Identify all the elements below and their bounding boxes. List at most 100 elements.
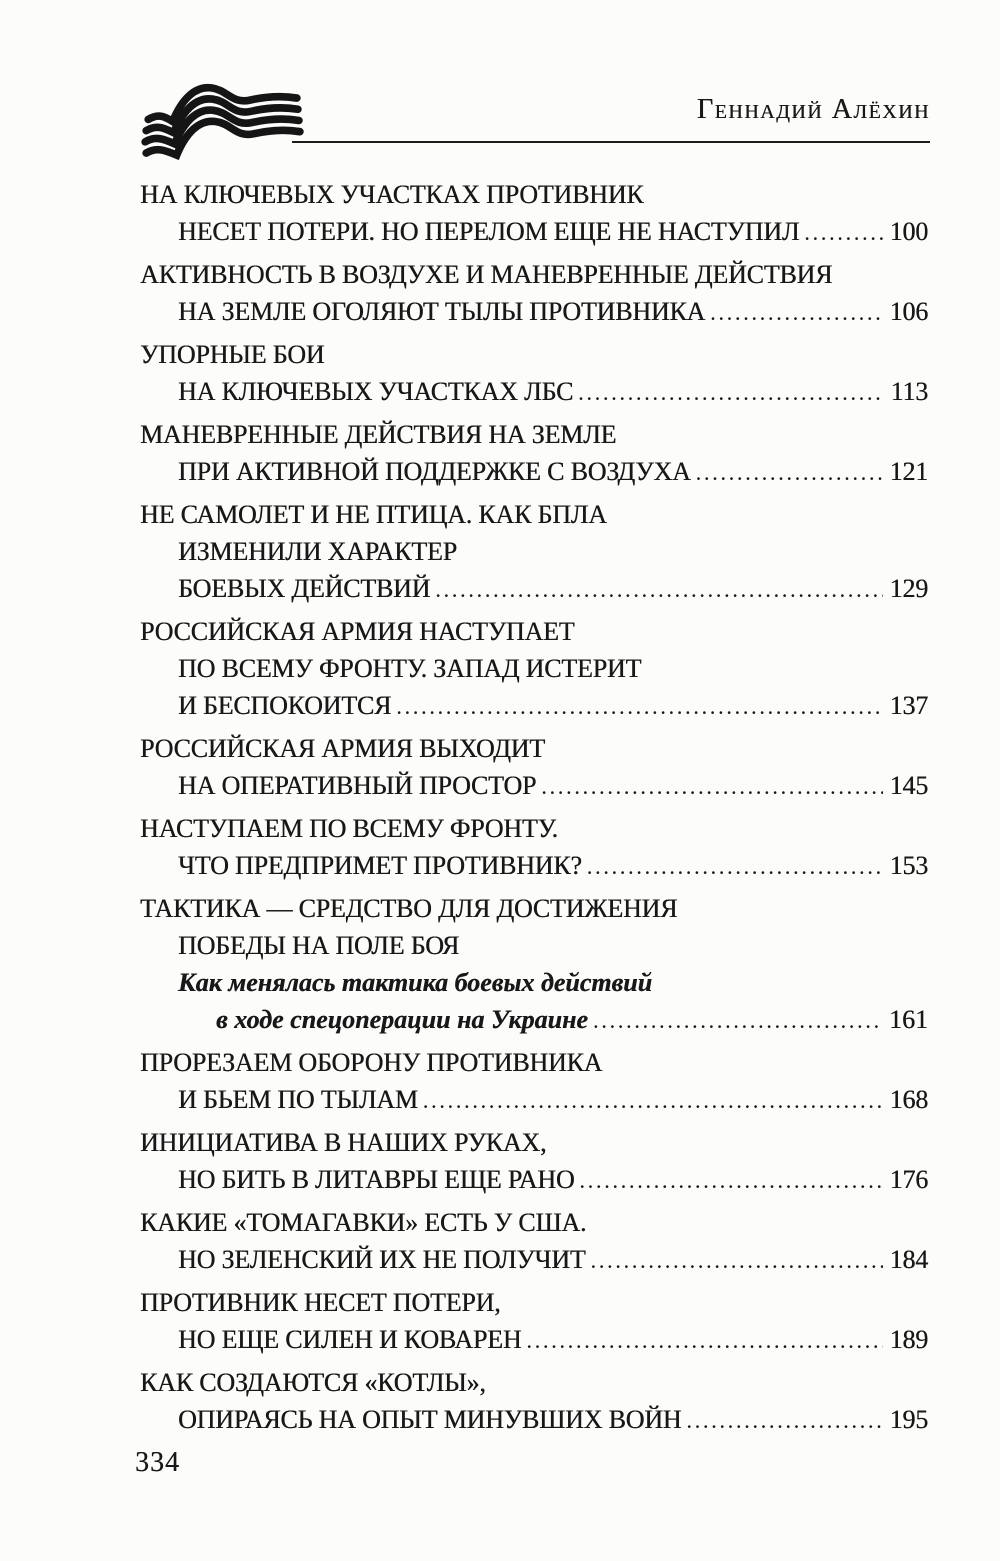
toc-entry: РОССИЙСКАЯ АРМИЯ ВЫХОДИТ НА ОПЕРАТИВНЫЙ П… — [140, 730, 928, 805]
toc-line-text: НА КЛЮЧЕВЫХ УЧАСТКАХ ПРОТИВНИК — [140, 180, 644, 209]
toc-entry: НЕ САМОЛЕТ И НЕ ПТИЦА. КАК БПЛА ИЗМЕНИЛИ … — [140, 496, 928, 608]
toc-line: НА ОПЕРАТИВНЫЙ ПРОСТОР 145 — [140, 767, 928, 805]
dot-leader — [710, 294, 882, 331]
dot-leader — [696, 454, 883, 491]
toc-page-ref: 189 — [889, 1325, 929, 1354]
toc-page-ref: 121 — [889, 457, 929, 486]
toc-line: ИЗМЕНИЛИ ХАРАКТЕР — [140, 533, 928, 570]
toc-line: ИНИЦИАТИВА В НАШИХ РУКАХ, — [140, 1124, 928, 1161]
toc-line: АКТИВНОСТЬ В ВОЗДУХЕ И МАНЕВРЕННЫЕ ДЕЙСТ… — [140, 256, 928, 293]
dot-leader — [578, 374, 883, 411]
toc-line: ПРОТИВНИК НЕСЕТ ПОТЕРИ, — [140, 1284, 928, 1321]
toc-line-text: РОССИЙСКАЯ АРМИЯ ВЫХОДИТ — [140, 734, 545, 763]
toc-entry: КАК СОЗДАЮТСЯ «КОТЛЫ», ОПИРАЯСЬ НА ОПЫТ М… — [140, 1364, 928, 1439]
toc-line-text: ИЗМЕНИЛИ ХАРАКТЕР — [178, 537, 457, 566]
toc-line: ЧТО ПРЕДПРИМЕТ ПРОТИВНИК? 153 — [140, 847, 928, 885]
toc-line-text: АКТИВНОСТЬ В ВОЗДУХЕ И МАНЕВРЕННЫЕ ДЕЙСТ… — [140, 260, 833, 289]
toc-line-text: ТАКТИКА — СРЕДСТВО ДЛЯ ДОСТИЖЕНИЯ — [140, 894, 678, 923]
toc-page-ref: 184 — [889, 1245, 929, 1274]
toc-line-text: НО БИТЬ В ЛИТАВРЫ ЕЩЕ РАНО — [178, 1165, 575, 1194]
toc-page-ref: 106 — [889, 297, 929, 326]
toc-line: ПОБЕДЫ НА ПОЛЕ БОЯ — [140, 927, 928, 964]
toc-line: в ходе спецоперации на Украине 161 — [140, 1001, 928, 1039]
toc-line-text: НА КЛЮЧЕВЫХ УЧАСТКАХ ЛБС — [178, 377, 574, 406]
toc-line: ПО ВСЕМУ ФРОНТУ. ЗАПАД ИСТЕРИТ — [140, 650, 928, 687]
toc-entry: ПРОТИВНИК НЕСЕТ ПОТЕРИ, НО ЕЩЕ СИЛЕН И КО… — [140, 1284, 928, 1359]
toc-line-text: БОЕВЫХ ДЕЙСТВИЙ — [178, 574, 431, 603]
toc-line: НО ЕЩЕ СИЛЕН И КОВАРЕН 189 — [140, 1321, 928, 1359]
toc-entry: НА КЛЮЧЕВЫХ УЧАСТКАХ ПРОТИВНИК НЕСЕТ ПОТЕ… — [140, 176, 928, 251]
toc-line: НА ЗЕМЛЕ ОГОЛЯЮТ ТЫЛЫ ПРОТИВНИКА 106 — [140, 293, 928, 331]
toc-line-text: МАНЕВРЕННЫЕ ДЕЙСТВИЯ НА ЗЕМЛЕ — [140, 420, 617, 449]
toc-line-text: ОПИРАЯСЬ НА ОПЫТ МИНУВШИХ ВОЙН — [178, 1405, 682, 1434]
toc-line: МАНЕВРЕННЫЕ ДЕЙСТВИЯ НА ЗЕМЛЕ — [140, 416, 928, 453]
toc-line: ПРОРЕЗАЕМ ОБОРОНУ ПРОТИВНИКА — [140, 1044, 928, 1081]
toc-line: ТАКТИКА — СРЕДСТВО ДЛЯ ДОСТИЖЕНИЯ — [140, 890, 928, 927]
toc-line-text: НО ЕЩЕ СИЛЕН И КОВАРЕН — [178, 1325, 522, 1354]
dot-leader — [591, 1242, 883, 1279]
toc-page-ref: 145 — [889, 771, 929, 800]
toc-entry: УПОРНЫЕ БОИ НА КЛЮЧЕВЫХ УЧАСТКАХ ЛБС 113 — [140, 336, 928, 411]
toc-page-ref: 113 — [890, 377, 929, 406]
toc-line: НА КЛЮЧЕВЫХ УЧАСТКАХ ПРОТИВНИК — [140, 176, 928, 213]
toc-line-text: ЧТО ПРЕДПРИМЕТ ПРОТИВНИК? — [178, 851, 582, 880]
toc-page-ref: 153 — [889, 851, 929, 880]
toc-line: КАК СОЗДАЮТСЯ «КОТЛЫ», — [140, 1364, 928, 1401]
dot-leader — [686, 1402, 882, 1439]
dot-leader — [435, 571, 882, 608]
toc-line: БОЕВЫХ ДЕЙСТВИЙ 129 — [140, 570, 928, 608]
toc-line-text: УПОРНЫЕ БОИ — [140, 340, 325, 369]
toc-line: НЕСЕТ ПОТЕРИ. НО ПЕРЕЛОМ ЕЩЕ НЕ НАСТУПИЛ… — [140, 213, 928, 251]
toc-page-ref: 168 — [889, 1085, 929, 1114]
toc-line-text: ПОБЕДЫ НА ПОЛЕ БОЯ — [178, 931, 460, 960]
dot-leader — [579, 1162, 882, 1199]
toc-line: НО ЗЕЛЕНСКИЙ ИХ НЕ ПОЛУЧИТ 184 — [140, 1241, 928, 1279]
toc-line: И БЕСПОКОИТСЯ 137 — [140, 687, 928, 725]
toc-line-text: КАК СОЗДАЮТСЯ «КОТЛЫ», — [140, 1368, 486, 1397]
toc-line-text: И БЕСПОКОИТСЯ — [178, 691, 392, 720]
toc-line-text: ПО ВСЕМУ ФРОНТУ. ЗАПАД ИСТЕРИТ — [178, 654, 642, 683]
toc-line: И БЬЕМ ПО ТЫЛАМ 168 — [140, 1081, 928, 1119]
dot-leader — [587, 848, 883, 885]
toc-line: РОССИЙСКАЯ АРМИЯ ВЫХОДИТ — [140, 730, 928, 767]
toc-line: НЕ САМОЛЕТ И НЕ ПТИЦА. КАК БПЛА — [140, 496, 928, 533]
toc-line: ПРИ АКТИВНОЙ ПОДДЕРЖКЕ С ВОЗДУХА 121 — [140, 453, 928, 491]
toc-entry: РОССИЙСКАЯ АРМИЯ НАСТУПАЕТ ПО ВСЕМУ ФРОНТ… — [140, 613, 928, 725]
toc-line-text: НЕ САМОЛЕТ И НЕ ПТИЦА. КАК БПЛА — [140, 500, 607, 529]
toc-line-text: И БЬЕМ ПО ТЫЛАМ — [178, 1085, 418, 1114]
toc-line-text: НА ЗЕМЛЕ ОГОЛЯЮТ ТЫЛЫ ПРОТИВНИКА — [178, 297, 706, 326]
header-rule — [292, 141, 930, 143]
table-of-contents: НА КЛЮЧЕВЫХ УЧАСТКАХ ПРОТИВНИК НЕСЕТ ПОТЕ… — [140, 176, 928, 1444]
dot-leader — [396, 688, 882, 725]
toc-line-text: Как менялась тактика боевых действий — [178, 968, 653, 997]
toc-line-text: ПРОРЕЗАЕМ ОБОРОНУ ПРОТИВНИКА — [140, 1048, 603, 1077]
toc-entry: ПРОРЕЗАЕМ ОБОРОНУ ПРОТИВНИКА И БЬЕМ ПО ТЫ… — [140, 1044, 928, 1119]
toc-line-text: НА ОПЕРАТИВНЫЙ ПРОСТОР — [178, 771, 537, 800]
toc-entry: КАКИЕ «ТОМАГАВКИ» ЕСТЬ У США. НО ЗЕЛЕНСКИ… — [140, 1204, 928, 1279]
toc-line-text: в ходе спецоперации на Украине — [216, 1005, 588, 1034]
toc-page-ref: 195 — [889, 1405, 929, 1434]
toc-line: НО БИТЬ В ЛИТАВРЫ ЕЩЕ РАНО 176 — [140, 1161, 928, 1199]
toc-line: РОССИЙСКАЯ АРМИЯ НАСТУПАЕТ — [140, 613, 928, 650]
toc-line-text: КАКИЕ «ТОМАГАВКИ» ЕСТЬ У США. — [140, 1208, 587, 1237]
author-name: Геннадий Алёхин — [696, 94, 930, 125]
dot-leader — [541, 768, 882, 805]
toc-entry: АКТИВНОСТЬ В ВОЗДУХЕ И МАНЕВРЕННЫЕ ДЕЙСТ… — [140, 256, 928, 331]
toc-entry: НАСТУПАЕМ ПО ВСЕМУ ФРОНТУ. ЧТО ПРЕДПРИМЕТ… — [140, 810, 928, 885]
toc-line-text: ИНИЦИАТИВА В НАШИХ РУКАХ, — [140, 1128, 547, 1157]
toc-line: НАСТУПАЕМ ПО ВСЕМУ ФРОНТУ. — [140, 810, 928, 847]
toc-line-text: НО ЗЕЛЕНСКИЙ ИХ НЕ ПОЛУЧИТ — [178, 1245, 586, 1274]
toc-page-ref: 176 — [889, 1165, 929, 1194]
toc-entry: ИНИЦИАТИВА В НАШИХ РУКАХ, НО БИТЬ В ЛИТАВ… — [140, 1124, 928, 1199]
toc-line-text: ПРОТИВНИК НЕСЕТ ПОТЕРИ, — [140, 1288, 501, 1317]
dot-leader — [804, 214, 882, 251]
toc-line: УПОРНЫЕ БОИ — [140, 336, 928, 373]
toc-line: НА КЛЮЧЕВЫХ УЧАСТКАХ ЛБС 113 — [140, 373, 928, 411]
toc-line: ОПИРАЯСЬ НА ОПЫТ МИНУВШИХ ВОЙН 195 — [140, 1401, 928, 1439]
toc-line-text: РОССИЙСКАЯ АРМИЯ НАСТУПАЕТ — [140, 617, 575, 646]
dot-leader — [423, 1082, 883, 1119]
toc-page-ref: 129 — [889, 574, 929, 603]
toc-page-ref: 137 — [889, 691, 929, 720]
toc-line: Как менялась тактика боевых действий — [140, 964, 928, 1001]
